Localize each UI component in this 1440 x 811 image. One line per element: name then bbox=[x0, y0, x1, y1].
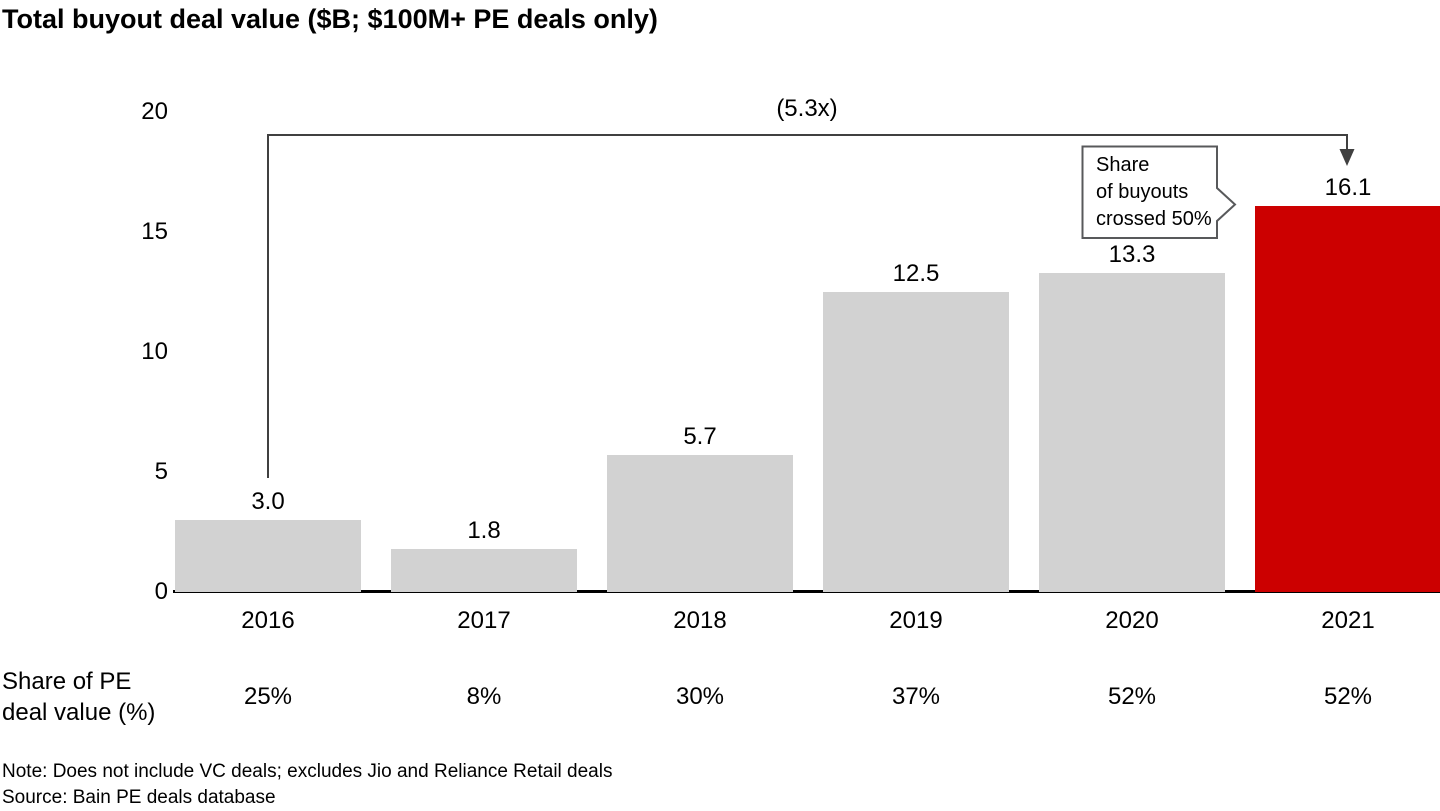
x-axis-year-label: 2018 bbox=[673, 607, 727, 634]
bar bbox=[1255, 205, 1440, 592]
share-row-value: 8% bbox=[466, 683, 502, 710]
x-axis-year-label: 2019 bbox=[889, 607, 943, 634]
source-text: Source: Bain PE deals database bbox=[2, 787, 276, 808]
bar-value-label: 13.3 bbox=[1108, 240, 1156, 268]
x-axis-year-label: 2016 bbox=[241, 607, 295, 634]
bar bbox=[823, 292, 1009, 592]
x-axis-year-label: 2020 bbox=[1105, 607, 1159, 634]
bar bbox=[607, 455, 793, 592]
y-axis-tick-label: 0 bbox=[154, 578, 168, 605]
y-axis-tick-label: 20 bbox=[141, 98, 168, 125]
x-axis-year-label: 2021 bbox=[1321, 607, 1375, 634]
x-axis-baseline bbox=[173, 590, 1440, 593]
bar-value-label: 16.1 bbox=[1324, 173, 1372, 201]
callout-box: Share of buyouts crossed 50% bbox=[1081, 145, 1241, 240]
share-row-label-line1: Share of PE bbox=[2, 668, 132, 695]
callout-text: Share of buyouts crossed 50% bbox=[1096, 152, 1212, 233]
share-row-value: 52% bbox=[1323, 683, 1373, 710]
bar-value-label: 1.8 bbox=[467, 516, 501, 544]
callout-line: Share bbox=[1096, 154, 1150, 176]
bar bbox=[1039, 272, 1225, 592]
bar bbox=[175, 520, 361, 592]
bar-value-label: 5.7 bbox=[683, 423, 717, 451]
callout-shape bbox=[1081, 145, 1237, 239]
bar bbox=[391, 548, 577, 592]
share-row-label: Share of PE deal value (%) bbox=[2, 666, 155, 728]
share-row-label-line2: deal value (%) bbox=[2, 699, 156, 726]
callout-line: of buyouts bbox=[1096, 181, 1189, 203]
growth-multiplier-label: (5.3x) bbox=[776, 95, 838, 122]
x-axis-year-label: 2017 bbox=[457, 607, 511, 634]
y-axis-tick-label: 10 bbox=[141, 338, 168, 365]
share-row-value: 30% bbox=[675, 683, 725, 710]
y-axis-tick-label: 5 bbox=[154, 458, 168, 485]
share-row-value: 52% bbox=[1107, 683, 1157, 710]
callout-line: crossed 50% bbox=[1096, 208, 1212, 230]
page-title: Total buyout deal value ($B; $100M+ PE d… bbox=[2, 4, 658, 34]
bar-value-label: 12.5 bbox=[892, 260, 940, 287]
share-row-value: 25% bbox=[243, 683, 293, 710]
note-text: Note: Does not include VC deals; exclude… bbox=[2, 761, 613, 782]
share-row-value: 37% bbox=[891, 683, 941, 710]
y-axis-tick-label: 15 bbox=[141, 218, 168, 245]
footer: Note: Does not include VC deals; exclude… bbox=[2, 759, 612, 811]
bar-value-label: 3.0 bbox=[251, 488, 285, 515]
